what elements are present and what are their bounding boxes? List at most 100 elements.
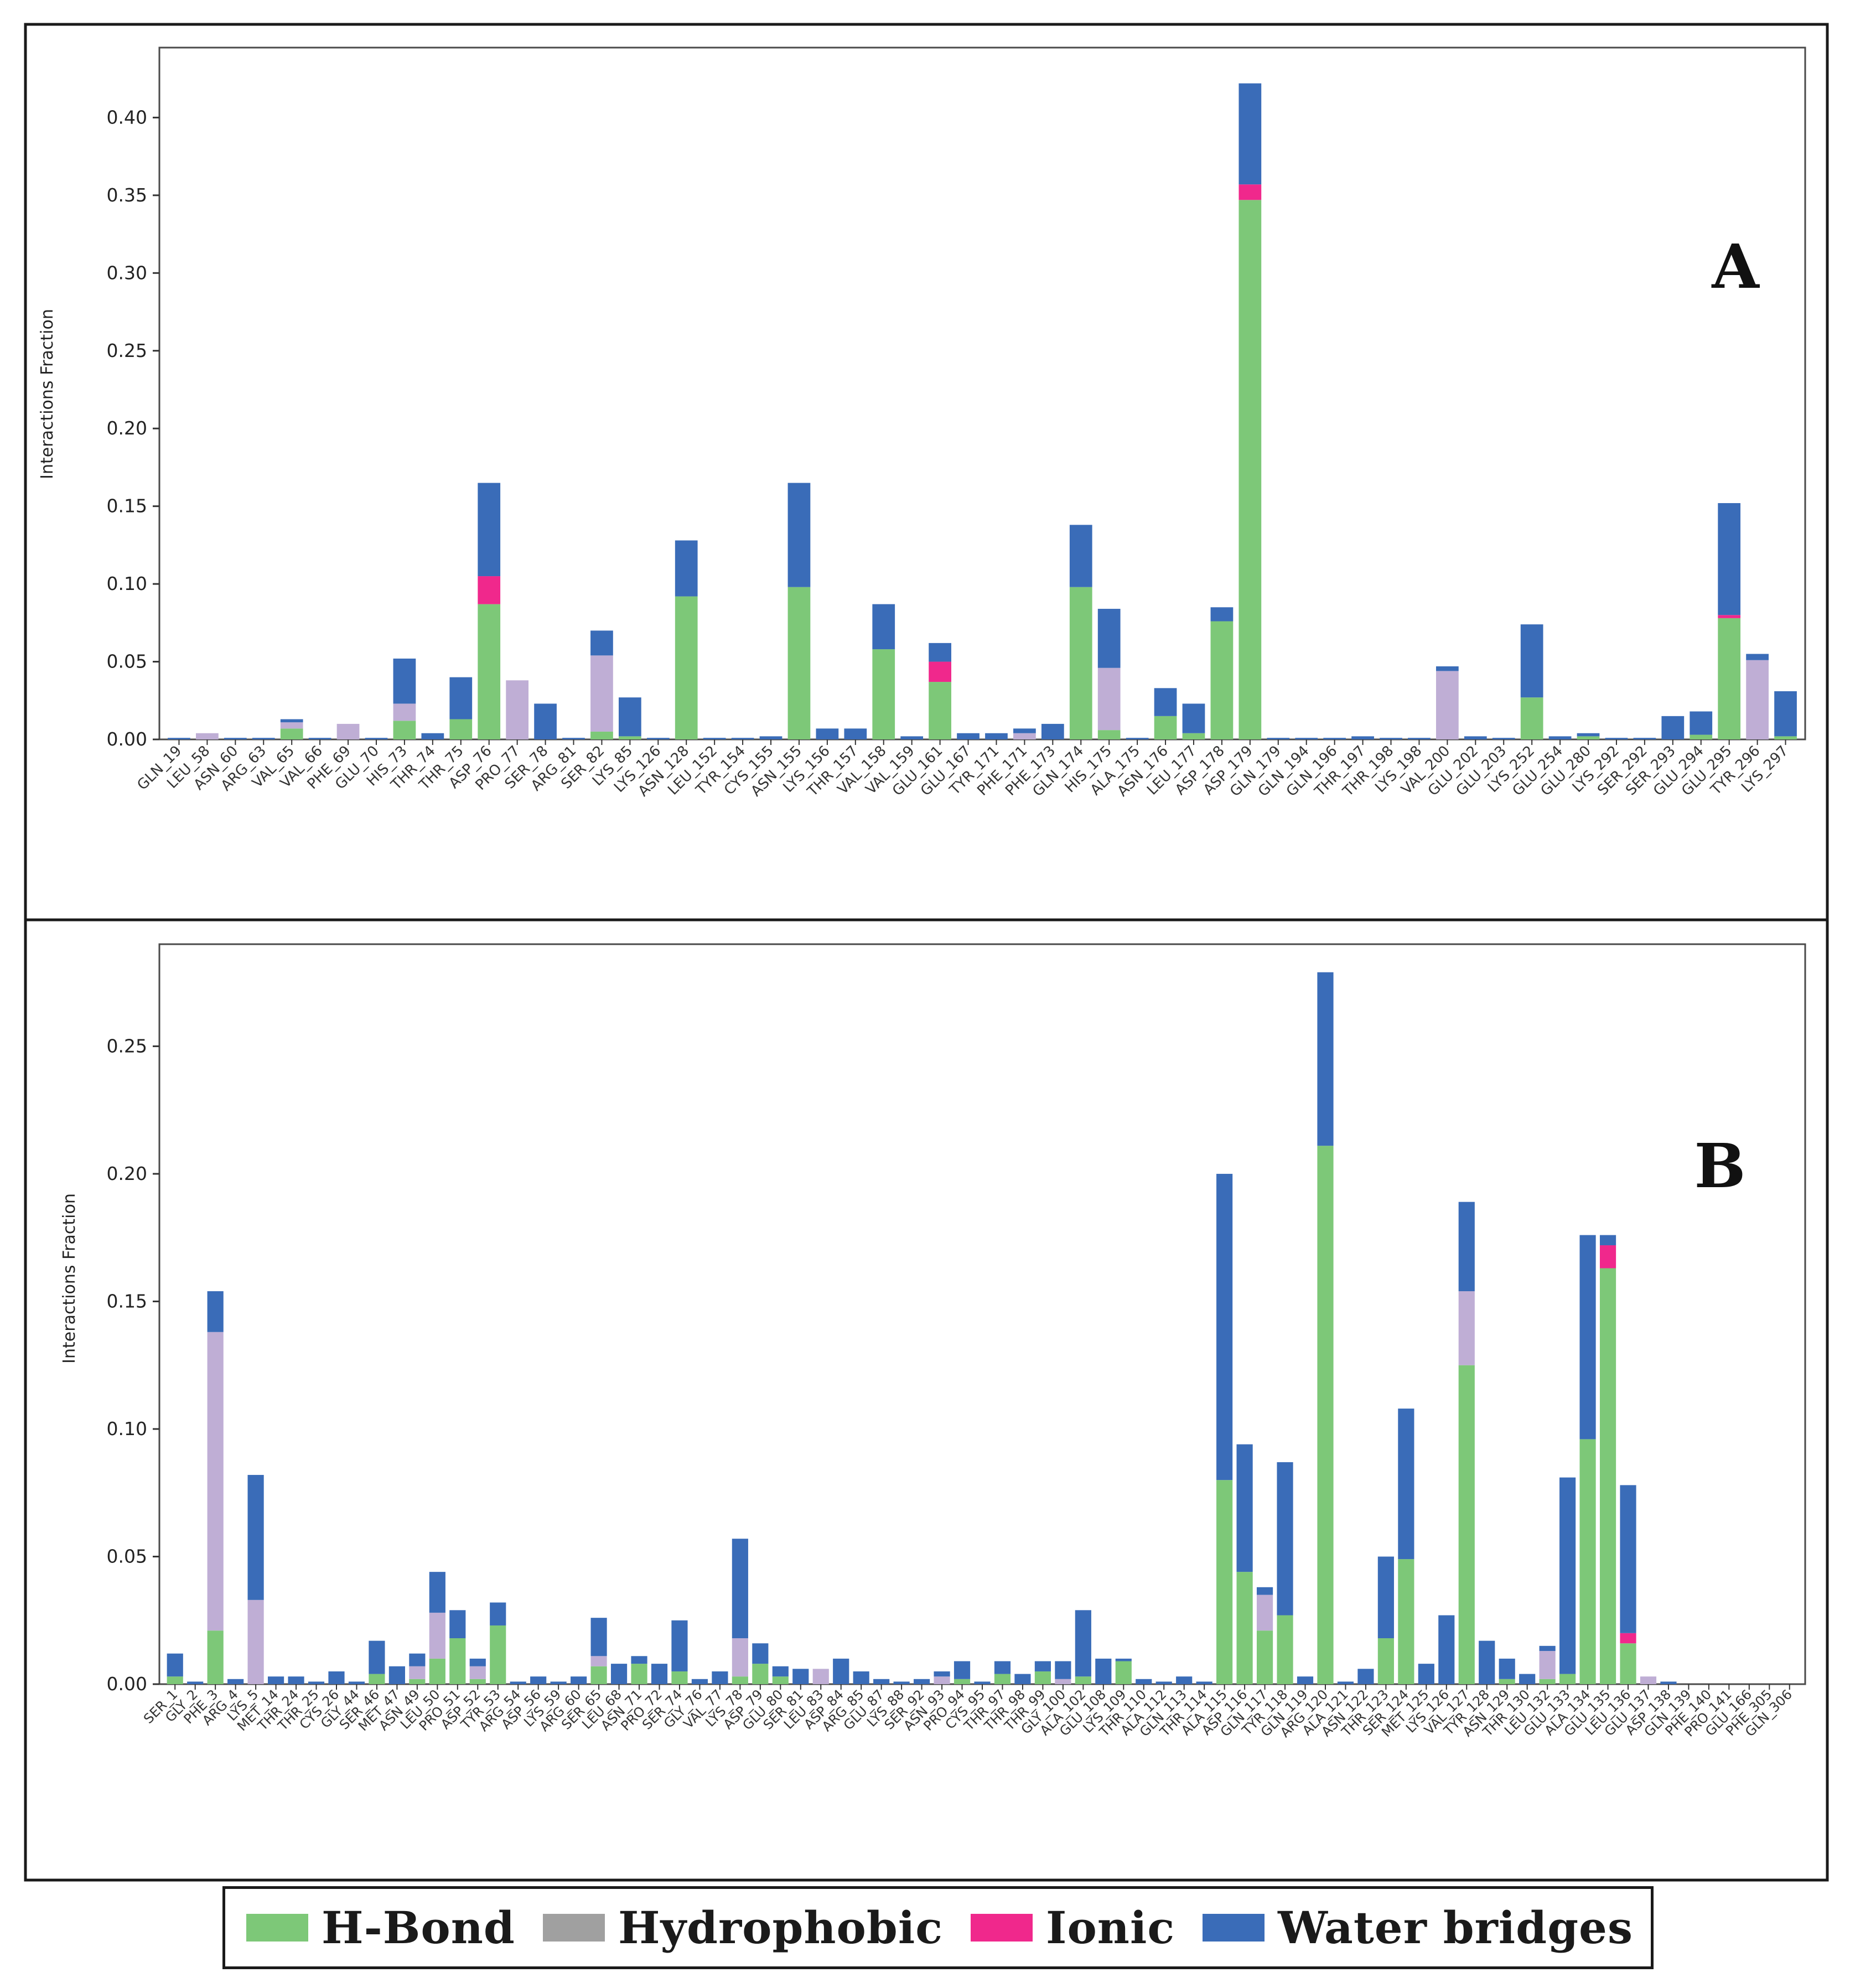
panel-b-bar-water-bridges-val-77	[712, 1671, 728, 1684]
panel-b-bar-hydrophobic-lys-5	[247, 1599, 264, 1684]
panel-b-bar-hydrophobic-gln-117	[1256, 1594, 1273, 1631]
panel-b-bar-h-bond-asp-79	[752, 1664, 769, 1684]
legend-swatch-water-bridges	[1203, 1914, 1265, 1942]
panel-a-bar-water-bridges-arg-63	[252, 738, 275, 739]
panel-b-bar-h-bond-asn-49	[409, 1679, 426, 1684]
panel-b-bar-water-bridges-ser-74	[671, 1620, 688, 1671]
panel-a-bar-water-bridges-ser-82	[590, 630, 613, 656]
panel-b-bar-h-bond-phe-3	[207, 1630, 224, 1684]
panel-a-bar-hydrophobic-phe-171	[1013, 733, 1036, 739]
panel-a-bar-water-bridges-asp-76	[478, 483, 501, 577]
panel-a-bar-h-bond-val-158	[872, 649, 895, 739]
panel-b-bar-water-bridges-lys-88	[893, 1681, 910, 1684]
panel-a-bar-water-bridges-val-66	[308, 738, 331, 739]
panel-b-bar-water-bridges-cys-95	[974, 1681, 991, 1684]
panel-a-bar-h-bond-glu-294	[1690, 734, 1713, 739]
panel-b-bar-h-bond-ser-1	[167, 1676, 183, 1684]
panel-b-bar-water-bridges-lys-78	[732, 1539, 748, 1639]
panel-b-bar-water-bridges-gly-44	[348, 1681, 365, 1684]
panel-b-bar-water-bridges-thr-110	[1136, 1679, 1152, 1684]
panel-a-bar-water-bridges-asp-178	[1210, 607, 1234, 622]
panel-b-bar-h-bond-asp-116	[1236, 1572, 1253, 1684]
panel-b-bar-water-bridges-thr-24	[288, 1676, 304, 1684]
panel-b-bar-h-bond-pro-94	[953, 1679, 971, 1684]
panel-b-bar-hydrophobic-asn-49	[409, 1666, 426, 1679]
panel-a-bar-water-bridges-glu-70	[365, 738, 388, 739]
panel-a-ytick-label: 0.00	[107, 728, 147, 750]
panel-b-ytick-label: 0.25	[107, 1035, 147, 1057]
panel-a-ytick-label: 0.05	[107, 651, 147, 672]
panel-b-bar-water-bridges-gly-2	[187, 1681, 204, 1684]
panel-a-ytick-label: 0.10	[107, 573, 147, 594]
panel-b-bar-water-bridges-ser-1	[167, 1653, 183, 1677]
panel-b-bar-hydrophobic-leu-132	[1539, 1651, 1556, 1679]
panel-b-bar-water-bridges-asn-71	[631, 1656, 647, 1664]
panel-b-bar-water-bridges-thr-114	[1196, 1681, 1212, 1684]
panel-a-bar-water-bridges-gln-19	[168, 738, 190, 739]
panel-a-bar-water-bridges-glu-254	[1548, 736, 1572, 739]
panel-a-bar-water-bridges-glu-295	[1718, 503, 1741, 615]
panel-b-bar-water-bridges-gln-117	[1256, 1587, 1273, 1595]
panel-a-bar-water-bridges-lys-292	[1605, 738, 1628, 739]
panel-b-bar-h-bond-ser-65	[590, 1666, 607, 1684]
panel-b-bar-water-bridges-phe-3	[207, 1291, 224, 1332]
panel-b-bar-water-bridges-leu-68	[610, 1664, 628, 1684]
panel-a-ytick-label: 0.15	[107, 495, 147, 517]
panel-a-bar-water-bridges-ser-78	[534, 703, 557, 739]
panel-a-bar-water-bridges-lys-198	[1408, 738, 1431, 739]
panel-b-bar-water-bridges-glu-133	[1559, 1477, 1576, 1674]
panel-b-bar-water-bridges-tyr-53	[490, 1602, 506, 1625]
panel-b-bar-water-bridges-tyr-128	[1479, 1640, 1495, 1684]
panel-b-bar-h-bond-ser-124	[1398, 1559, 1414, 1684]
panel-a-bar-water-bridges-lys-85	[618, 697, 641, 737]
panel-a-bar-hydrophobic-leu-58	[196, 733, 219, 739]
panel-a-bar-hydrophobic-val-65	[280, 722, 303, 729]
panel-b-bar-water-bridges-glu-87	[873, 1679, 890, 1684]
panel-a-ytick-label: 0.25	[107, 340, 147, 361]
panel-a-bar-h-bond-thr-75	[449, 719, 473, 739]
panel-b-bar-hydrophobic-leu-83	[812, 1669, 829, 1684]
panel-b-bar-hydrophobic-lys-78	[732, 1638, 748, 1677]
panel-b-bar-h-bond-ser-74	[671, 1671, 688, 1684]
panel-a-bar-water-bridges-ser-293	[1661, 716, 1685, 739]
panel-b-bar-h-bond-ala-134	[1579, 1439, 1596, 1684]
panel-b-bar-water-bridges-leu-132	[1539, 1645, 1556, 1652]
panel-a-bar-h-bond-asp-178	[1210, 621, 1234, 739]
panel-b-bar-water-bridges-arg-60	[571, 1676, 587, 1684]
panel-a-bar-water-bridges-asn-128	[675, 540, 698, 597]
panel-b-bar-water-bridges-pro-94	[953, 1661, 971, 1679]
panel-b-bar-h-bond-leu-50	[429, 1658, 445, 1684]
panel-a-bars	[168, 83, 1797, 739]
panel-a-bar-h-bond-gln-174	[1069, 587, 1092, 739]
panel-a-bar-water-bridges-phe-173	[1041, 723, 1064, 739]
panel-b-bar-water-bridges-asp-79	[752, 1643, 769, 1664]
panel-a-bar-h-bond-leu-177	[1182, 733, 1205, 739]
panel-b-bar-water-bridges-ser-124	[1398, 1409, 1414, 1560]
panel-b-bar-water-bridges-asp-84	[833, 1658, 849, 1684]
panel-b-bar-water-bridges-gly-100	[1055, 1661, 1071, 1679]
panel-a-plot-area	[158, 46, 1806, 741]
panel-b-bar-water-bridges-leu-136	[1620, 1485, 1636, 1633]
panel-b-bar-water-bridges-thr-130	[1519, 1674, 1536, 1684]
panel-b-bar-hydrophobic-val-127	[1458, 1291, 1475, 1365]
panel-b-bar-water-bridges-gly-76	[691, 1679, 708, 1684]
panel-a-bar-water-bridges-val-65	[280, 719, 303, 723]
legend-item-h-bond: H-Bond	[246, 1902, 515, 1954]
panel-b-bar-water-bridges-glu-80	[772, 1666, 789, 1677]
panel-a-bar-water-bridges-glu-280	[1577, 733, 1600, 737]
panel-b-bar-h-bond-tyr-53	[490, 1625, 506, 1684]
panel-b-bar-h-bond-leu-136	[1620, 1643, 1636, 1684]
panel-b-bar-h-bond-lys-78	[732, 1676, 748, 1684]
panel-b-bar-water-bridges-met-125	[1418, 1664, 1434, 1684]
panel-b-ytick-label: 0.00	[107, 1673, 147, 1695]
panel-b-bar-water-bridges-thr-98	[1014, 1674, 1031, 1684]
panel-a-bar-water-bridges-gln-194	[1295, 738, 1318, 739]
panel-b-bar-water-bridges-thr-99	[1034, 1661, 1051, 1671]
panel-a-bar-water-bridges-glu-203	[1492, 738, 1515, 739]
panel-a-bar-water-bridges-val-200	[1436, 666, 1459, 671]
panel-b-chart: 0.00 0.05 0.10 0.15 0.20 0.25 Interactions Fra…	[60, 943, 1806, 1741]
panel-a-bar-water-bridges-his-175	[1097, 609, 1121, 668]
panel-b-bar-water-bridges-ser-46	[369, 1640, 385, 1674]
panel-b-bar-hydrophobic-ser-65	[590, 1656, 607, 1666]
panel-a-bar-hydrophobic-his-73	[393, 703, 416, 721]
